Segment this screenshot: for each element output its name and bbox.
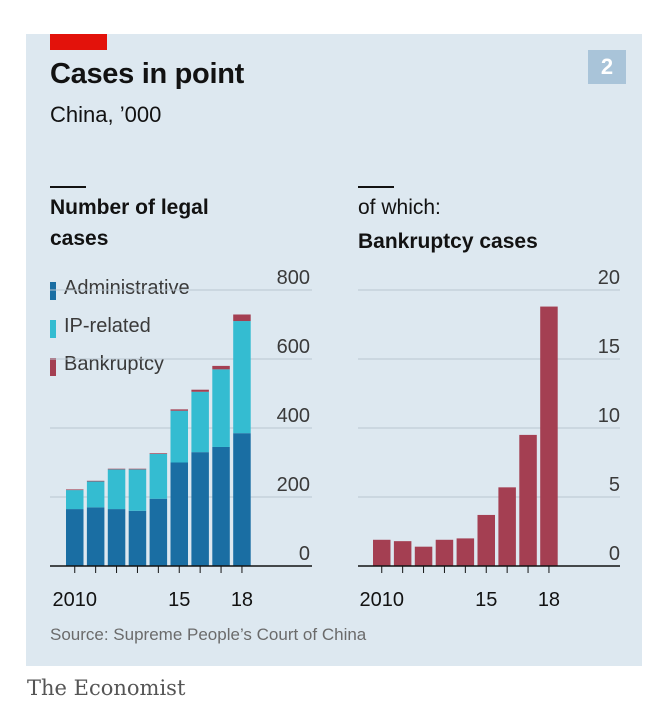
legend-swatch-ip-related — [50, 320, 56, 338]
chart-number-badge: 2 — [588, 50, 626, 84]
right-bar-bankruptcy — [373, 539, 391, 566]
left-bar-bankruptcy — [86, 480, 105, 482]
left-y-tick-label: 800 — [277, 267, 310, 289]
right-chart-title: Bankruptcy cases — [358, 230, 538, 253]
right-bar-bankruptcy — [540, 306, 558, 566]
right-y-tick-label: 20 — [598, 267, 620, 289]
left-bar-administrative — [86, 507, 105, 566]
legend-swatch-bankruptcy — [50, 358, 56, 376]
left-bar-ip_related — [149, 453, 168, 499]
chart-subtitle: China, ’000 — [50, 102, 162, 127]
legend-label-ip-related: IP-related — [64, 315, 151, 337]
right-chart-prefix: of which: — [358, 196, 441, 219]
left-y-tick-label: 200 — [277, 474, 310, 496]
brand-red-bar — [50, 34, 107, 50]
left-bar-bankruptcy — [107, 468, 126, 470]
left-bar-administrative — [66, 509, 84, 566]
right-bar-bankruptcy — [477, 514, 495, 566]
left-bar-ip_related — [107, 469, 126, 510]
left-chart-title-line-1: Number of legal — [50, 196, 209, 219]
chart-title: Cases in point — [50, 58, 244, 90]
left-y-tick-label: 0 — [299, 543, 310, 565]
left-bar-ip_related — [212, 369, 230, 447]
left-y-tick-label: 600 — [277, 336, 310, 358]
source-note: Source: Supreme People’s Court of China — [50, 625, 367, 644]
left-x-tick-label: 2010 — [53, 589, 98, 611]
left-bar-administrative — [149, 498, 168, 566]
right-bar-bankruptcy — [414, 546, 433, 566]
right-y-tick-label: 10 — [598, 405, 620, 427]
left-bar-bankruptcy — [128, 468, 147, 470]
left-bar-administrative — [191, 452, 209, 566]
right-y-tick-label: 0 — [609, 543, 620, 565]
right-x-tick-label: 18 — [538, 589, 560, 611]
left-section-dash — [50, 186, 86, 188]
left-bar-administrative — [107, 509, 126, 566]
left-bar-administrative — [170, 462, 188, 566]
left-bar-bankruptcy — [233, 314, 251, 322]
left-bar-ip_related — [66, 490, 84, 510]
right-x-tick-label: 15 — [475, 589, 497, 611]
chart-panel — [26, 34, 642, 666]
left-bar-ip_related — [128, 469, 147, 511]
left-bar-ip_related — [191, 391, 209, 453]
right-bar-bankruptcy — [498, 487, 516, 566]
right-bar-bankruptcy — [456, 538, 475, 566]
right-bar-bankruptcy — [519, 434, 537, 566]
left-chart-title: Number of legal cases — [50, 192, 209, 254]
left-bar-ip_related — [170, 410, 188, 463]
left-y-tick-label: 400 — [277, 405, 310, 427]
left-bar-administrative — [212, 446, 230, 566]
left-bar-ip_related — [86, 481, 105, 508]
right-y-tick-label: 5 — [609, 474, 620, 496]
right-bar-bankruptcy — [393, 541, 412, 566]
left-bar-bankruptcy — [191, 389, 209, 392]
left-bar-bankruptcy — [66, 489, 84, 491]
left-bar-administrative — [128, 510, 147, 566]
right-x-tick-label: 2010 — [360, 589, 405, 611]
legend-swatch-administrative — [50, 282, 56, 300]
legend-label-administrative: Administrative — [64, 277, 190, 299]
brand-logo: The Economist — [27, 676, 186, 700]
left-bar-bankruptcy — [212, 365, 230, 370]
left-bar-ip_related — [233, 321, 251, 434]
left-chart-title-line-2: cases — [50, 227, 109, 250]
right-y-tick-label: 15 — [598, 336, 620, 358]
left-bar-bankruptcy — [170, 409, 188, 411]
left-x-tick-label: 18 — [231, 589, 253, 611]
left-bar-administrative — [233, 433, 251, 566]
left-bar-bankruptcy — [149, 453, 168, 454]
right-section-dash — [358, 186, 394, 188]
left-x-tick-label: 15 — [168, 589, 190, 611]
right-bar-bankruptcy — [435, 539, 454, 566]
